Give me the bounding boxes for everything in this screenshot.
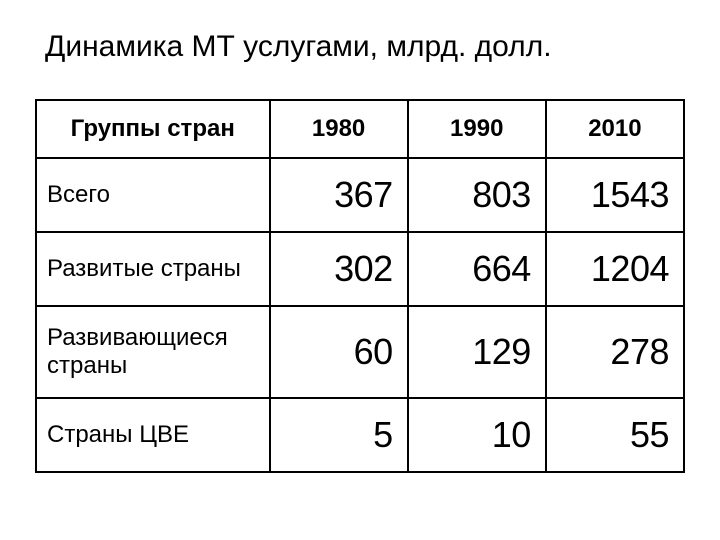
row-header-cell: Группы стран <box>36 100 270 158</box>
data-cell: 60 <box>270 306 408 398</box>
row-label: Всего <box>36 158 270 232</box>
col-header: 2010 <box>546 100 684 158</box>
table-row: Развитые страны 302 664 1204 <box>36 232 684 306</box>
data-cell: 367 <box>270 158 408 232</box>
table-row: Развивающиеся страны 60 129 278 <box>36 306 684 398</box>
col-header: 1980 <box>270 100 408 158</box>
data-cell: 129 <box>408 306 546 398</box>
row-label: Развивающиеся страны <box>36 306 270 398</box>
table-header-row: Группы стран 1980 1990 2010 <box>36 100 684 158</box>
data-table: Группы стран 1980 1990 2010 Всего 367 80… <box>35 99 685 473</box>
data-cell: 55 <box>546 398 684 472</box>
data-cell: 278 <box>546 306 684 398</box>
data-cell: 5 <box>270 398 408 472</box>
row-label: Развитые страны <box>36 232 270 306</box>
data-cell: 1204 <box>546 232 684 306</box>
page-title: Динамика МТ услугами, млрд. долл. <box>45 30 685 64</box>
table-row: Страны ЦВЕ 5 10 55 <box>36 398 684 472</box>
col-header: 1990 <box>408 100 546 158</box>
data-cell: 803 <box>408 158 546 232</box>
data-cell: 664 <box>408 232 546 306</box>
row-label: Страны ЦВЕ <box>36 398 270 472</box>
table-row: Всего 367 803 1543 <box>36 158 684 232</box>
data-cell: 302 <box>270 232 408 306</box>
data-cell: 1543 <box>546 158 684 232</box>
data-cell: 10 <box>408 398 546 472</box>
